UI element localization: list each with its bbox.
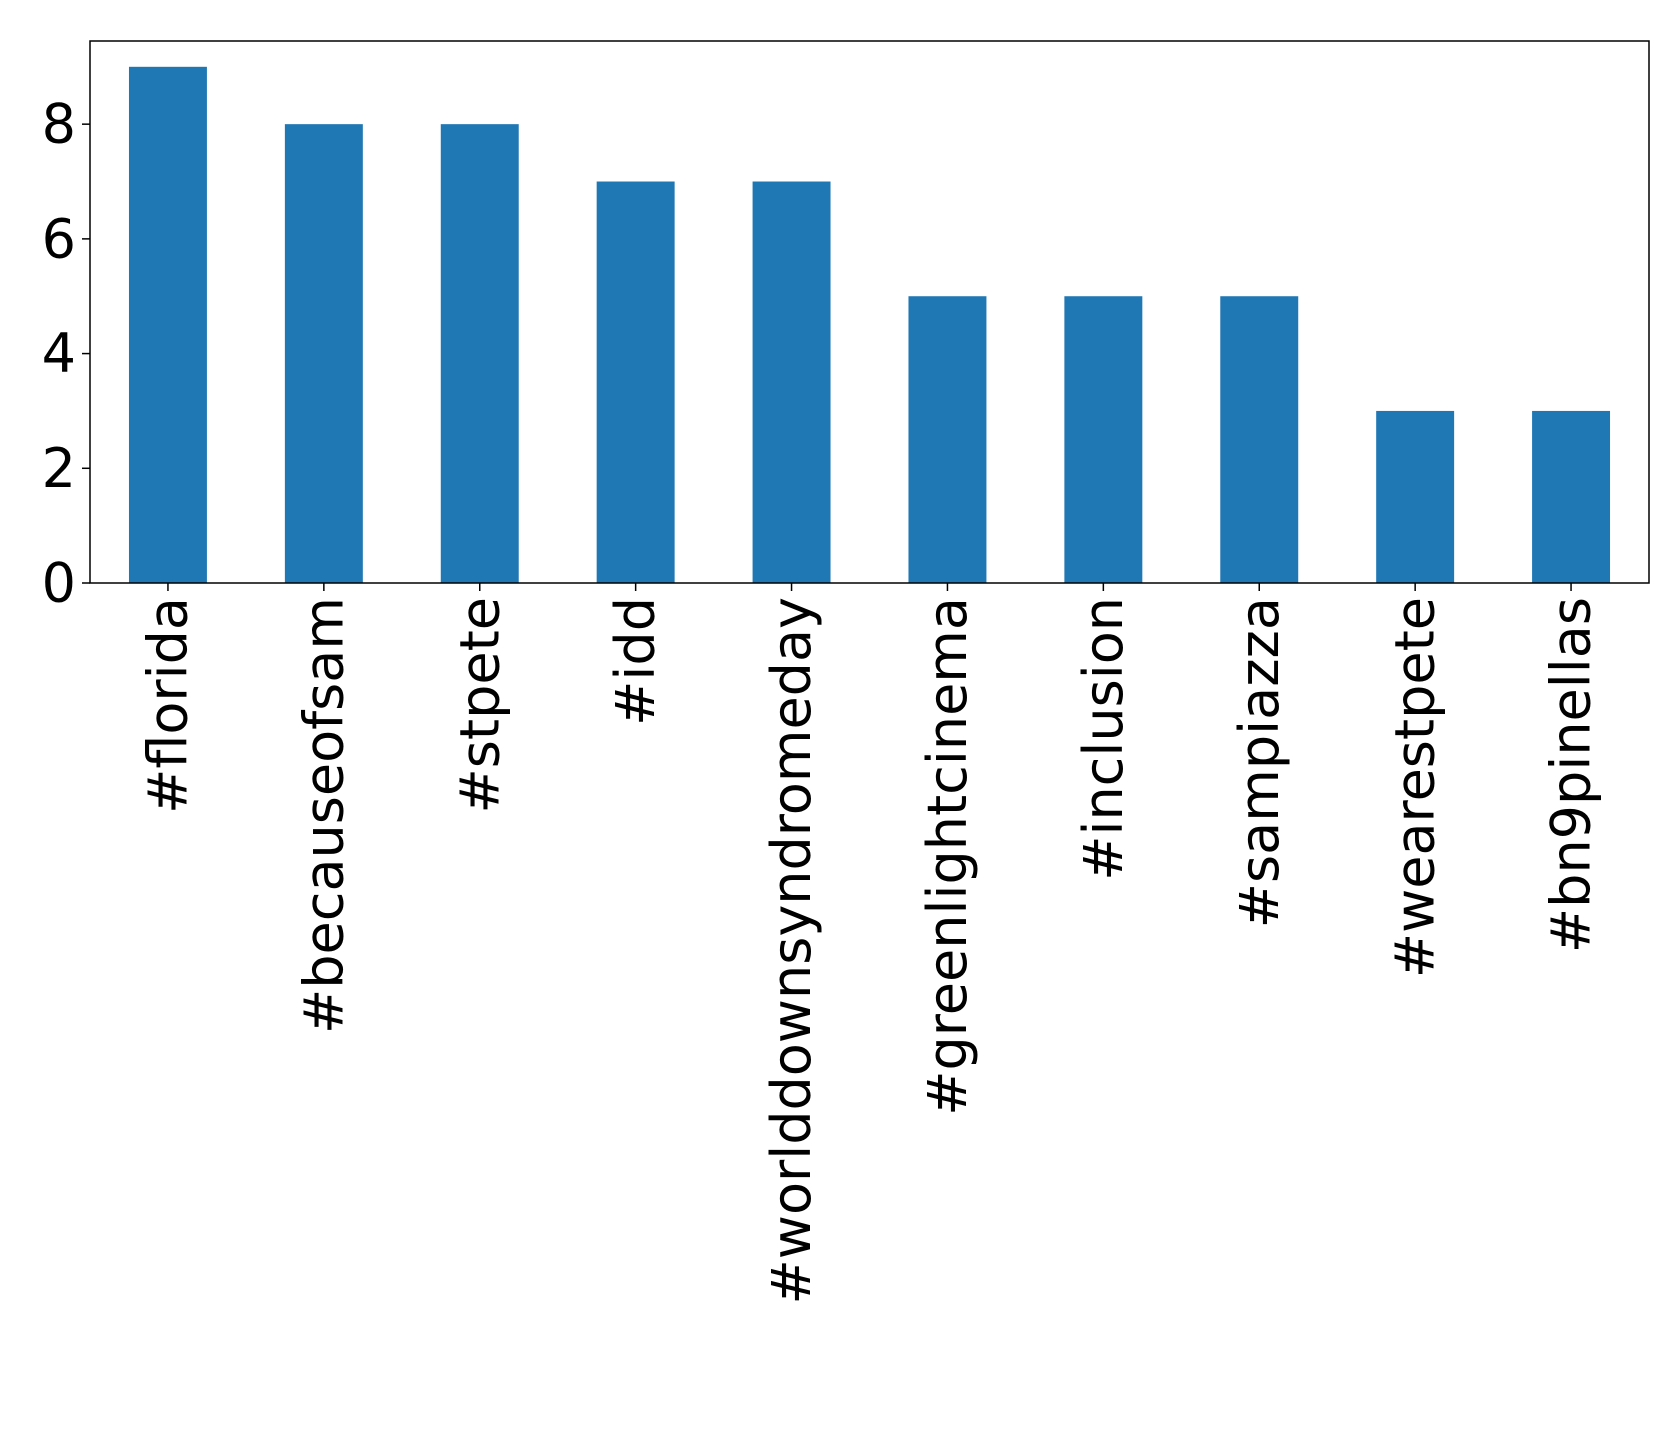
plot-frame (89, 40, 1650, 584)
x-tick-label: #inclusion (1072, 597, 1135, 881)
x-tick-label: #greenlightcinema (916, 597, 979, 1116)
bar-worlddownsyndromeday (752, 181, 831, 583)
bar-idd (596, 181, 675, 583)
x-tick-label: #stpete (448, 597, 511, 813)
bar-bn9pinellas (1532, 410, 1611, 583)
y-tick-label: 0 (42, 552, 76, 615)
bar-becauseofsam (284, 124, 363, 583)
x-tick-label: #bn9pinellas (1540, 597, 1603, 953)
bar-wearestpete (1376, 410, 1455, 583)
x-tick-label: #becauseofsam (292, 597, 355, 1034)
x-tick-label: #worlddownsyndromeday (760, 597, 823, 1304)
y-tick-label: 4 (42, 322, 76, 385)
y-axis: 0 2 4 6 8 (42, 93, 90, 615)
bar-inclusion (1064, 296, 1143, 583)
x-axis: #florida #becauseofsam #stpete #idd #worlddo… (136, 583, 1603, 1304)
y-tick-label: 6 (42, 207, 76, 270)
x-tick-label: #sampiazza (1228, 597, 1291, 928)
x-tick-label: #florida (136, 597, 199, 814)
bar-stpete (440, 124, 519, 583)
y-tick-label: 8 (42, 93, 76, 156)
x-tick-label: #wearestpete (1384, 597, 1447, 978)
bars-group (128, 66, 1611, 583)
bar-greenlightcinema (908, 296, 987, 583)
x-tick-label: #idd (604, 597, 667, 726)
bar-sampiazza (1220, 296, 1299, 583)
y-tick-label: 2 (42, 437, 76, 500)
bar-florida (128, 66, 207, 583)
